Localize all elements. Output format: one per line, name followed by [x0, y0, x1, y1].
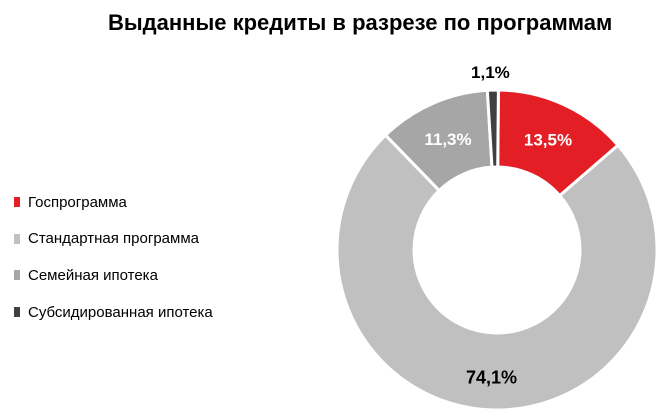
slice-2	[335, 133, 659, 412]
legend-label: Госпрограмма	[28, 193, 127, 211]
legend-swatch	[14, 307, 20, 318]
legend-item-family: Семейная ипотека	[14, 257, 213, 294]
legend-label: Субсидированная ипотека	[28, 303, 213, 321]
slice-4	[485, 88, 500, 169]
chart-title: Выданные кредиты в разрезе по программам	[108, 10, 613, 35]
data-label-2: 74,1%	[466, 368, 517, 388]
legend-label: Стандартная программа	[28, 230, 199, 248]
legend-swatch	[14, 197, 20, 208]
data-label-1: 13,5%	[524, 131, 572, 150]
legend-swatch	[14, 270, 20, 281]
legend-item-standard: Стандартная программа	[14, 221, 213, 258]
legend-item-gosprogramma: Госпрограмма	[14, 184, 213, 221]
legend-label: Семейная ипотека	[28, 266, 158, 284]
legend-item-subsidized: Субсидированная ипотека	[14, 294, 213, 331]
legend: Госпрограмма Стандартная программа Семей…	[14, 184, 213, 330]
data-label-3: 11,3%	[424, 130, 471, 149]
legend-swatch	[14, 233, 20, 244]
data-label-4: 1,1%	[471, 63, 510, 82]
